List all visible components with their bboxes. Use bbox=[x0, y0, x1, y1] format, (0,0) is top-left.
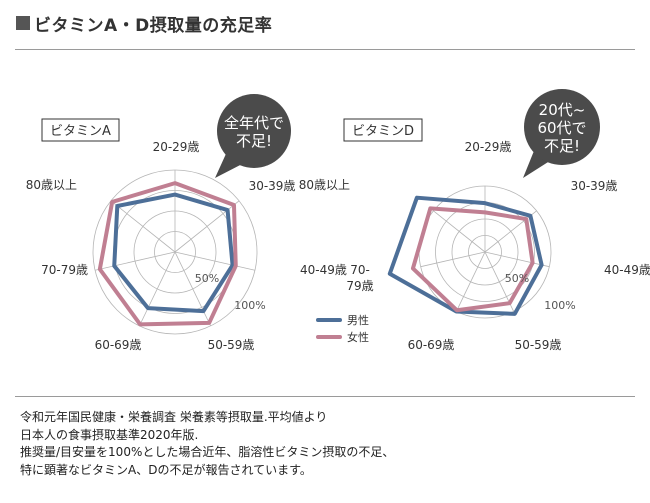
source-notes: 令和元年国民健康・栄養調査 栄養素等摂取量.平均値より 日本人の食事摂取基準20… bbox=[20, 409, 394, 479]
source-line: 推奨量/目安量を100%とした場合近年、脂溶性ビタミン摂取の不足、 bbox=[20, 445, 395, 459]
radar-chart-2: ビタミンD 20-29歳 30-39歳 40-49歳 50-59歳 60-69歳 70- 79… bbox=[299, 89, 650, 352]
radar-spoke bbox=[174, 251, 256, 271]
callout-text: 20代~ bbox=[539, 101, 586, 119]
chart-title-box bbox=[343, 118, 423, 142]
callout-text: 不足! bbox=[236, 132, 272, 150]
legend-label-female: 女性 bbox=[347, 330, 369, 344]
radar-spoke bbox=[94, 251, 176, 271]
axis-label: 60-69歳 bbox=[408, 338, 455, 352]
title-square-icon bbox=[16, 16, 30, 30]
page-title: ビタミンA・D摂取量の充足率 bbox=[34, 15, 273, 36]
callout-text: 全年代で bbox=[224, 114, 284, 132]
axis-label: 20-29歳 bbox=[153, 140, 200, 154]
radar-spoke bbox=[420, 251, 486, 268]
axis-label: 30-39歳 bbox=[249, 179, 296, 193]
series-male-line bbox=[387, 195, 544, 316]
radar-chart-1: ビタミンA 20-29歳 30-39歳 40-49歳 50-59歳 60-69歳 70-79… bbox=[26, 94, 347, 352]
axis-label: 40-49歳 bbox=[300, 263, 347, 277]
scale-label-50: 50% bbox=[505, 272, 529, 285]
callout-text: 不足! bbox=[544, 137, 580, 155]
chart-title: ビタミンA bbox=[50, 124, 111, 139]
axis-label: 20-29歳 bbox=[465, 140, 512, 154]
top-rule bbox=[15, 49, 635, 50]
axis-label: 70-79歳 bbox=[41, 263, 88, 277]
source-line: 日本人の食事摂取基準2020年版. bbox=[20, 427, 199, 442]
callout-bubble bbox=[524, 89, 600, 165]
axis-label: 30-39歳 bbox=[571, 179, 618, 193]
bottom-rule bbox=[15, 396, 635, 397]
callout-bubble bbox=[217, 94, 291, 168]
legend-label-male: 男性 bbox=[347, 313, 369, 327]
source-line: 令和元年国民健康・栄養調査 栄養素等摂取量.平均値より bbox=[20, 410, 328, 424]
axis-label: 80歳以上 bbox=[26, 178, 77, 192]
chart-title: ビタミンD bbox=[352, 124, 414, 139]
callout-tail bbox=[215, 145, 248, 178]
axis-label: 50-59歳 bbox=[515, 338, 562, 352]
radar-spoke bbox=[174, 251, 211, 327]
radar-spoke bbox=[433, 210, 486, 253]
axis-label: 60-69歳 bbox=[95, 338, 142, 352]
axis-label: 70- bbox=[350, 263, 370, 277]
scale-label-100: 100% bbox=[234, 299, 265, 312]
radar-charts: ビタミンA20-29歳30-39歳40-49歳50-59歳60-69歳70-79… bbox=[26, 89, 650, 352]
callout-text: 60代で bbox=[537, 119, 586, 137]
radar-spoke bbox=[456, 251, 486, 312]
radar-spoke bbox=[484, 251, 550, 268]
scale-label-50: 50% bbox=[195, 272, 219, 285]
axis-label: 80歳以上 bbox=[299, 178, 350, 192]
radar-spoke bbox=[110, 200, 176, 253]
series-female-line bbox=[97, 181, 238, 327]
scale-label-100: 100% bbox=[544, 299, 575, 312]
chart-title-box bbox=[41, 118, 120, 142]
axis-label: 79歳 bbox=[346, 279, 373, 293]
axis-label: 50-59歳 bbox=[208, 338, 255, 352]
chart-title-block: ビタミンA・D摂取量の充足率 bbox=[16, 11, 273, 36]
source-line: 特に顕著なビタミンA、Dの不足が報告されています。 bbox=[20, 462, 312, 477]
series-male-line bbox=[112, 192, 235, 314]
radar-spoke bbox=[484, 210, 537, 253]
radar-spoke bbox=[139, 251, 176, 327]
axis-label: 40-49歳 bbox=[604, 263, 650, 277]
series-female-line bbox=[410, 206, 535, 313]
